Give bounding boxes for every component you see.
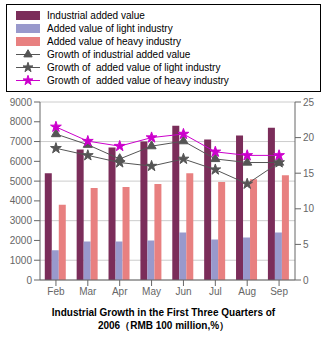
html-text:Industrial added value: Industrial added value (47, 10, 145, 21)
html-text:2006（RMB 100 million,%）: 2006（RMB 100 million,%） (97, 320, 230, 331)
svg-text:4000: 4000 (10, 195, 33, 206)
svg-text:0: 0 (26, 275, 32, 286)
svg-text:May: May (142, 286, 161, 297)
svg-text:9000: 9000 (10, 97, 33, 108)
svg-text:Mar: Mar (79, 286, 97, 297)
html-text:Growth of added value of heavy: Growth of added value of heavy industry (47, 75, 229, 86)
svg-text:20: 20 (303, 132, 315, 143)
svg-text:6000: 6000 (10, 156, 33, 167)
html-text:Added value of light industry: Added value of light industry (47, 23, 173, 34)
svg-text:2000: 2000 (10, 235, 33, 246)
html-text:Industrial Growth in the First: Industrial Growth in the First Three Qua… (51, 307, 276, 318)
svg-text:Sep: Sep (270, 286, 288, 297)
svg-text:5: 5 (303, 239, 309, 250)
svg-text:Feb: Feb (47, 286, 65, 297)
svg-text:8000: 8000 (10, 116, 33, 127)
svg-text:25: 25 (303, 97, 315, 108)
html-text:Growth of added value of light: Growth of added value of light industry (47, 62, 221, 73)
svg-text:5000: 5000 (10, 176, 33, 187)
svg-text:10: 10 (303, 203, 315, 214)
svg-text:0: 0 (303, 275, 309, 286)
svg-text:1000: 1000 (10, 255, 33, 266)
svg-text:Jun: Jun (175, 286, 191, 297)
svg-text:7000: 7000 (10, 136, 33, 147)
svg-text:3000: 3000 (10, 215, 33, 226)
svg-text:Aug: Aug (238, 286, 256, 297)
html-text:Added value of heavy industry: Added value of heavy industry (47, 36, 181, 47)
svg-text:Apr: Apr (112, 286, 128, 297)
svg-text:Jul: Jul (209, 286, 222, 297)
html-text:Growth of industrial added val: Growth of industrial added value (47, 49, 191, 60)
svg-text:15: 15 (303, 168, 315, 179)
